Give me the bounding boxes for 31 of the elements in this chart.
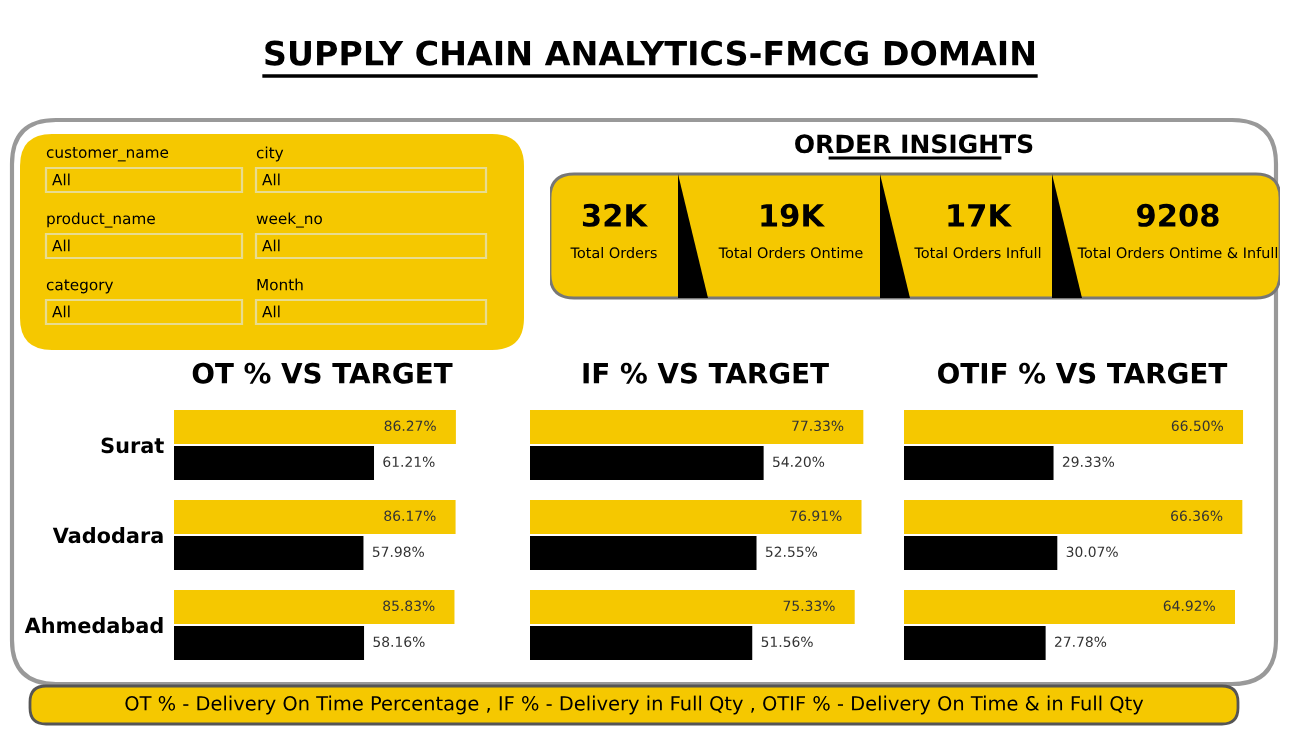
- bar: [174, 535, 364, 571]
- bar: [530, 445, 764, 481]
- text: 32K: [582, 203, 649, 227]
- y-tick-label: Vadodara: [52, 527, 163, 544]
- bar: [174, 589, 455, 625]
- chart-title: IF % VS TARGET: [583, 362, 829, 384]
- bar: [530, 625, 753, 661]
- chart-title: OTIF % VS TARGET: [938, 362, 1228, 384]
- text: 9208: [1137, 203, 1219, 227]
- bar: [530, 499, 862, 535]
- text: OT % - Delivery On Time Percentage , IF % - Delivery in Full Qty , OTIF % - Delivery On Time & in Full Qty: [125, 695, 1144, 715]
- bar: [174, 409, 456, 445]
- y-tick-label: Surat: [101, 437, 164, 454]
- bar: [904, 445, 1054, 481]
- bar: [904, 535, 1058, 571]
- bar: [530, 409, 864, 445]
- text: ORDER INSIGHTS: [795, 134, 1033, 154]
- text: 19K: [761, 203, 826, 227]
- bar: [904, 625, 1046, 661]
- bar: [904, 499, 1243, 535]
- bar: [904, 409, 1244, 445]
- bar: [530, 589, 855, 625]
- text: SUPPLY CHAIN ANALYTICS-FMCG DOMAIN: [265, 40, 1035, 66]
- bar: [174, 445, 375, 481]
- bar: [530, 535, 757, 571]
- chart-title: OT % VS TARGET: [192, 362, 453, 384]
- text: 17K: [948, 204, 1013, 227]
- bar: [174, 499, 456, 535]
- bar: [174, 625, 365, 661]
- bar: [904, 589, 1235, 625]
- y-tick-label: Ahmedabad: [24, 617, 163, 634]
